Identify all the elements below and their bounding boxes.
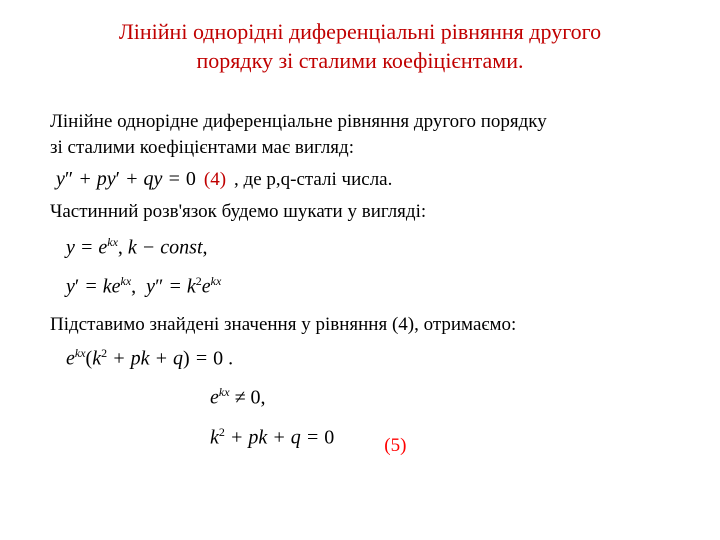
para-substitute: Підставимо знайдені значення у рівняння … — [50, 312, 670, 338]
equation-5-label: (5) — [384, 435, 406, 457]
slide: Лінійні однорідні диференціальні рівнянн… — [0, 0, 720, 466]
title-line-1: Лінійні однорідні диференціальні рівнянн… — [119, 19, 601, 44]
equation-substituted: ekx(k2 + pk + q) = 0 . — [66, 346, 670, 371]
intro-paragraph: Лінійне однорідне диференціальне рівнянн… — [50, 109, 670, 160]
substituted-eq-block: ekx(k2 + pk + q) = 0 . — [66, 346, 670, 371]
equation-y-derivs: y′ = kekx, y″ = k2ekx — [66, 274, 670, 299]
equation-ekx-nonzero: ekx ≠ 0, — [210, 385, 670, 410]
equation-4-tail: , де p,q-сталі числа. — [234, 169, 392, 191]
equation-4: y″ + py′ + qy = 0 — [56, 168, 196, 191]
intro-line-1: Лінійне однорідне диференціальне рівнянн… — [50, 111, 547, 132]
title-line-2: порядку зі сталими коефіцієнтами. — [196, 48, 523, 73]
characteristic-block: ekx ≠ 0, k2 + pk + q = 0 (5) — [210, 385, 670, 466]
equation-4-row: y″ + py′ + qy = 0 (4) , де p,q-сталі чис… — [56, 168, 670, 191]
equation-characteristic: k2 + pk + q = 0 — [210, 425, 334, 450]
equation-y: y = ekx, k − const, — [66, 235, 670, 260]
intro-line-2: зі сталими коефіцієнтами має вигляд: — [50, 137, 354, 158]
slide-title: Лінійні однорідні диференціальні рівнянн… — [50, 18, 670, 75]
para-particular-solution: Частинний розв'язок будемо шукати у вигл… — [50, 199, 670, 225]
equation-5-row: k2 + pk + q = 0 (5) — [210, 425, 670, 466]
solution-form-block: y = ekx, k − const, y′ = kekx, y″ = k2ek… — [66, 235, 670, 298]
equation-4-label: (4) — [204, 169, 226, 191]
